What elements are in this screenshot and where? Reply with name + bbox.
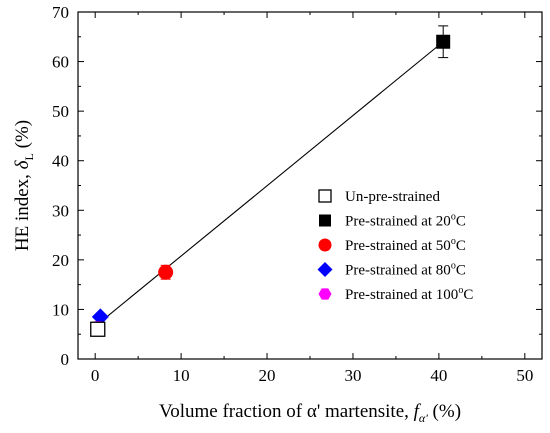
y-axis-label: HE index, δL (%) bbox=[12, 120, 36, 251]
x-tick-label: 10 bbox=[173, 366, 190, 385]
y-tick-label: 40 bbox=[52, 152, 69, 171]
legend-label: Un-pre-strained bbox=[345, 189, 440, 205]
legend-marker bbox=[317, 262, 333, 277]
data-point-circle bbox=[158, 264, 174, 280]
data-point-square bbox=[436, 34, 451, 49]
legend-marker bbox=[318, 238, 332, 252]
legend-label: Pre-strained at 20oC bbox=[345, 212, 466, 230]
y-tick-label: 60 bbox=[52, 53, 69, 72]
y-tick-label: 50 bbox=[52, 102, 69, 121]
y-axis-ticks: 0 10 20 30 40 50 60 70 bbox=[52, 3, 542, 369]
legend-marker bbox=[318, 189, 332, 203]
plot-frame bbox=[77, 11, 543, 360]
y-tick-label: 70 bbox=[52, 3, 69, 22]
data-point-square-open bbox=[90, 321, 106, 337]
legend-label: Pre-strained at 50oC bbox=[345, 236, 466, 254]
x-tick-label: 20 bbox=[259, 366, 276, 385]
x-tick-label: 50 bbox=[516, 366, 533, 385]
fit-line-layer bbox=[94, 41, 444, 327]
x-tick-label: 40 bbox=[430, 366, 447, 385]
y-tick-label: 20 bbox=[52, 251, 69, 270]
y-tick-label: 10 bbox=[52, 300, 69, 319]
legend: Un-pre-strained Pre-strained at 20oC Pre-s… bbox=[317, 189, 473, 303]
x-tick-label: 0 bbox=[91, 366, 100, 385]
y-tick-label: 0 bbox=[61, 350, 70, 369]
data-point-diamond bbox=[91, 308, 109, 326]
legend-marker bbox=[319, 214, 331, 227]
legend-label: Pre-strained at 80oC bbox=[345, 261, 466, 279]
x-axis-label: Volume fraction of α' martensite, fα' (%… bbox=[159, 401, 461, 425]
x-tick-label: 30 bbox=[344, 366, 361, 385]
plot-border bbox=[77, 11, 543, 360]
legend-label: Pre-strained at 100oC bbox=[345, 285, 473, 303]
y-tick-label: 30 bbox=[52, 201, 69, 220]
data-points-layer bbox=[90, 25, 451, 337]
x-axis-ticks: 0 10 20 30 40 50 bbox=[91, 12, 533, 385]
legend-marker bbox=[318, 288, 332, 300]
fit-line bbox=[94, 41, 444, 327]
